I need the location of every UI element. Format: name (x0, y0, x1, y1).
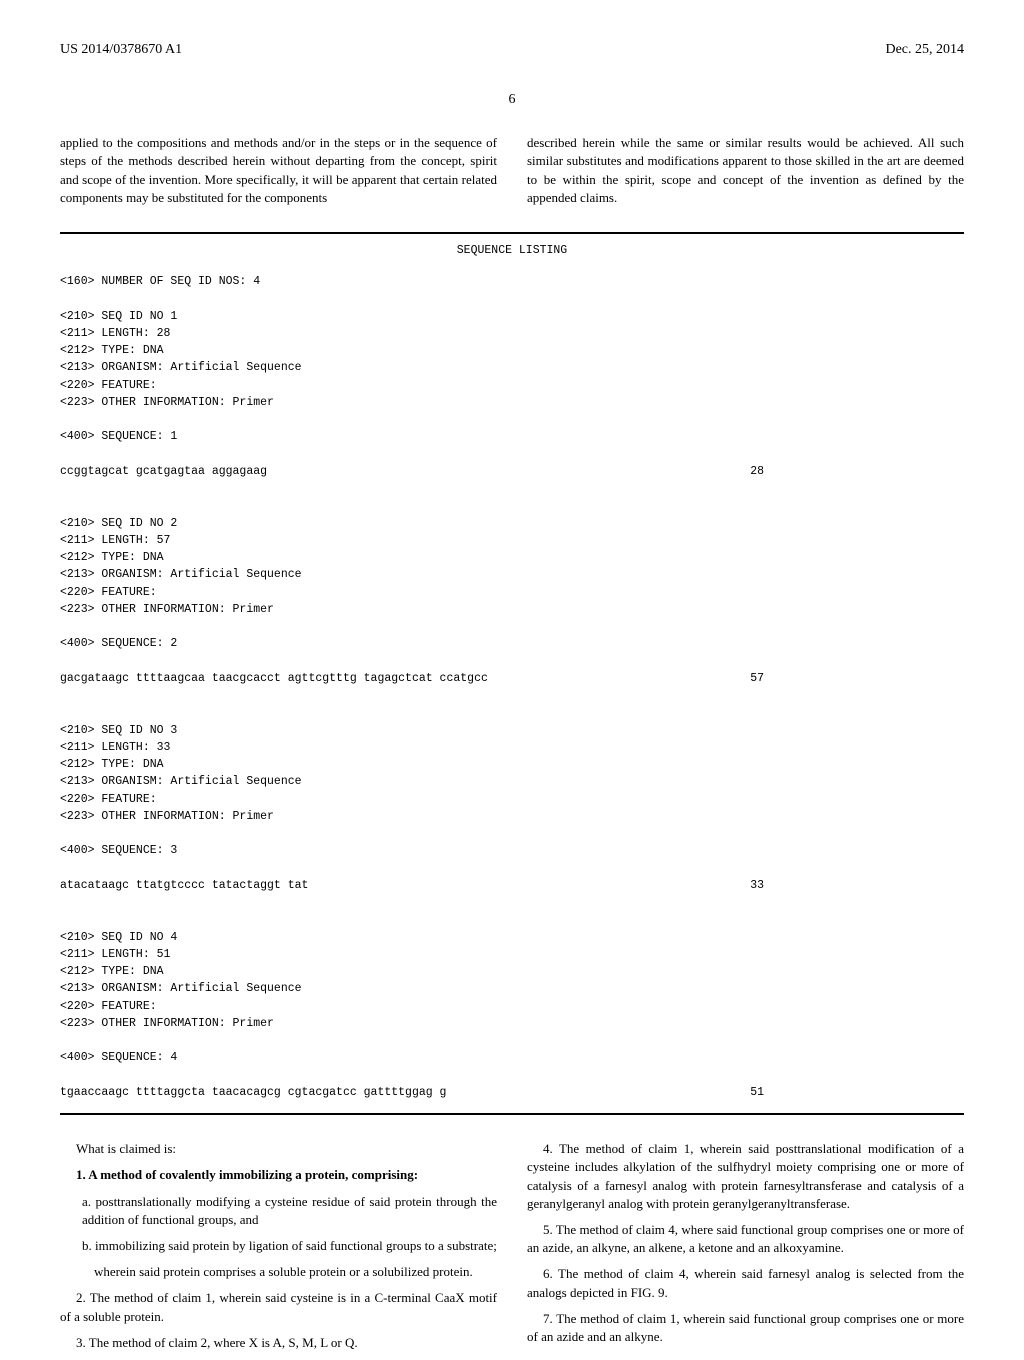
top-paragraph-left: applied to the compositions and methods … (60, 134, 497, 207)
seq-entry-3-meta: <210> SEQ ID NO 3 <211> LENGTH: 33 <212>… (60, 722, 964, 860)
seq-entry-4: tgaaccaagc ttttaggcta taacacagcg cgtacga… (60, 1084, 964, 1101)
pub-date: Dec. 25, 2014 (885, 40, 964, 60)
claim-6: 6. The method of claim 4, wherein said f… (527, 1265, 964, 1301)
claim-5: 5. The method of claim 4, where said fun… (527, 1221, 964, 1257)
seq-entry-2-meta: <210> SEQ ID NO 2 <211> LENGTH: 57 <212>… (60, 515, 964, 653)
claims-left-col: What is claimed is: 1. A method of coval… (60, 1140, 497, 1360)
claims-intro: What is claimed is: (60, 1140, 497, 1158)
page-header: US 2014/0378670 A1 Dec. 25, 2014 (60, 40, 964, 60)
seq-entry-3: atacataagc ttatgtcccc tatactaggt tat 33 (60, 877, 964, 894)
claim-1a: a. posttranslationally modifying a cyste… (60, 1193, 497, 1229)
claims-right-col: 4. The method of claim 1, wherein said p… (527, 1140, 964, 1360)
claims: What is claimed is: 1. A method of coval… (60, 1140, 964, 1360)
claim-4: 4. The method of claim 1, wherein said p… (527, 1140, 964, 1213)
seq-entry-4-meta: <210> SEQ ID NO 4 <211> LENGTH: 51 <212>… (60, 929, 964, 1067)
seq-entry-1-seq: ccggtagcat gcatgagtaa aggagaag (60, 463, 267, 480)
seq-entry-3-seq: atacataagc ttatgtcccc tatactaggt tat (60, 877, 308, 894)
seq-entry-1: ccggtagcat gcatgagtaa aggagaag 28 (60, 463, 964, 480)
seq-entry-2-len: 57 (750, 670, 964, 687)
seq-entry-1-meta: <210> SEQ ID NO 1 <211> LENGTH: 28 <212>… (60, 308, 964, 446)
seq-entry-4-seq: tgaaccaagc ttttaggcta taacacagcg cgtacga… (60, 1084, 446, 1101)
claim-1-wherein: wherein said protein comprises a soluble… (60, 1263, 497, 1281)
claim-1b: b. immobilizing said protein by ligation… (60, 1237, 497, 1255)
sequence-listing: SEQUENCE LISTING <160> NUMBER OF SEQ ID … (60, 232, 964, 1115)
seq-entry-3-len: 33 (750, 877, 964, 894)
seq-entry-4-len: 51 (750, 1084, 964, 1101)
claim-2: 2. The method of claim 1, wherein said c… (60, 1289, 497, 1325)
claim-1: 1. A method of covalently immobilizing a… (60, 1166, 497, 1184)
top-paragraph: applied to the compositions and methods … (60, 134, 964, 207)
seq-count: <160> NUMBER OF SEQ ID NOS: 4 (60, 273, 964, 290)
sequence-listing-title: SEQUENCE LISTING (60, 242, 964, 259)
top-paragraph-right: described herein while the same or simil… (527, 134, 964, 207)
seq-entry-2-seq: gacgataagc ttttaagcaa taacgcacct agttcgt… (60, 670, 488, 687)
seq-entry-2: gacgataagc ttttaagcaa taacgcacct agttcgt… (60, 670, 964, 687)
pub-number: US 2014/0378670 A1 (60, 40, 182, 60)
claim-7: 7. The method of claim 1, wherein said f… (527, 1310, 964, 1346)
claim-3: 3. The method of claim 2, where X is A, … (60, 1334, 497, 1352)
seq-entry-1-len: 28 (750, 463, 964, 480)
page-number: 6 (60, 90, 964, 110)
